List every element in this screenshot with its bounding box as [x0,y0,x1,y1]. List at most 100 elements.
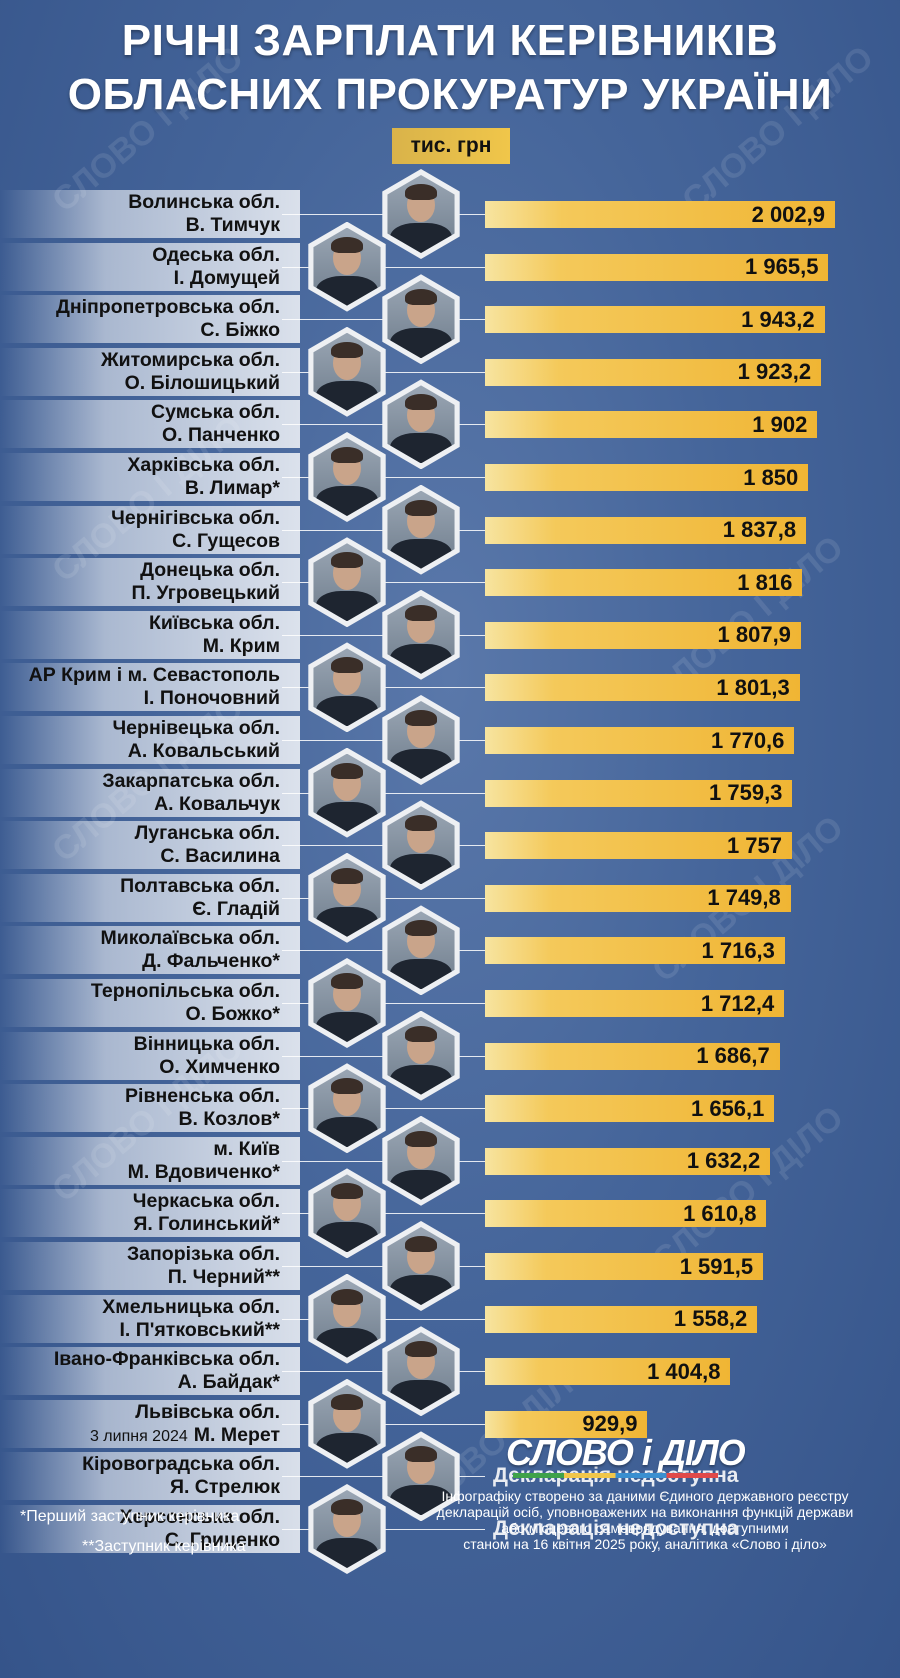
bar-value-label: 1 923,2 [737,359,812,385]
portrait-body [316,275,378,306]
portrait-body [390,538,452,569]
region-label: Вінницька обл. [133,1032,280,1055]
portrait-body [316,696,378,727]
label-background [0,242,300,291]
portrait-frame [313,543,381,622]
portrait-hair [331,447,363,463]
unit-badge: тис. грн [392,128,510,164]
label-background [0,1084,300,1133]
portrait-photo [382,1326,460,1417]
logo-stripe [513,1473,718,1478]
label-background [0,821,300,870]
region-label: Луганська обл. [134,822,280,845]
salary-bar: 1 923,2 [485,358,822,386]
bar-value-label: 1 404,8 [647,1358,721,1384]
region-label: Чернігівська обл. [111,506,280,529]
salary-bar: 1 770,6 [485,727,795,754]
portrait-body [390,959,452,990]
source-line: Інфографіку створено за даними Єдиного д… [441,1488,849,1504]
person-name: М. Вдовиченко* [127,1160,280,1183]
label-background [0,663,300,712]
region-label: Івано-Франківська обл. [53,1348,280,1371]
portrait-photo [308,221,386,312]
salary-bar: 1 591,5 [485,1253,764,1280]
portrait-photo [382,589,460,680]
person-name: І. Поночовний [143,687,280,710]
title-line-2: ОБЛАСНИХ ПРОКУРАТУР УКРАЇНИ [67,70,833,119]
region-label: Закарпатська обл. [102,769,280,792]
bar-value-label: 1 902 [752,411,808,437]
label-background [0,1399,300,1448]
salary-bar: 1 558,2 [485,1305,758,1333]
portrait-body [390,328,452,359]
salary-bar: 1 716,3 [485,937,785,965]
portrait-hair [331,657,363,674]
person-name: С. Василина [160,845,280,868]
portrait-frame [313,1279,381,1358]
region-label: Чернівецька обл. [112,717,280,739]
portrait-hair [405,1025,437,1042]
salary-bar: 1 749,8 [485,884,791,912]
salary-bar: 2 002,9 [485,201,835,228]
label-background [0,1189,300,1238]
salary-bar: 1 837,8 [485,516,807,544]
salary-bar: 1 965,5 [485,253,829,281]
source-line: або місцевого самоврядування, доступними [501,1520,789,1536]
portrait-frame [387,280,455,359]
portrait-body [316,1432,378,1463]
portrait-body [390,1275,452,1305]
bar-value-label: 1 757 [726,832,783,858]
salary-bar: 1 610,8 [485,1200,767,1228]
label-background [0,926,300,975]
portrait-hair [331,1288,363,1305]
portrait-frame [313,648,381,727]
source-note: Інфографіку створено за даними Єдиного д… [400,1488,890,1552]
bar-value-label: 929,9 [582,1411,638,1437]
portrait-hair [405,1341,437,1358]
portrait-frame [313,858,381,937]
bar-value-label: 1 965,5 [745,254,819,280]
label-background [0,716,300,764]
bar-value-label: 1 850 [743,464,799,490]
salary-bar: 929,9 [485,1410,648,1438]
source-line: станом на 16 квітня 2025 року, аналітика… [463,1536,827,1552]
portrait-hair [405,1446,437,1463]
portrait-hair [331,1078,363,1095]
label-background [0,347,300,396]
salary-bar: 1 902 [485,411,818,439]
bar-value-label: 1 837,8 [722,517,797,543]
portrait-body [316,486,378,516]
salary-bar: 1 801,3 [485,674,800,702]
bar-value-label: 1 632,2 [686,1148,761,1174]
salary-bar: 1 712,4 [485,990,785,1017]
person-name: Д. Фальченко* [142,950,280,973]
portrait-frame [387,806,455,885]
bar-value-label: 1 610,8 [683,1200,757,1226]
bar-value-label: 1 770,6 [711,727,785,753]
portrait-frame [313,1490,381,1568]
portrait-hair [405,1236,437,1252]
portrait-photo [382,274,460,365]
portrait-body [390,223,452,253]
person-name: О. Панченко [162,424,280,447]
person-name: С. Біжко [200,319,280,342]
person-name: А. Ковальчук [154,792,280,815]
region-label: Черкаська обл. [132,1190,280,1213]
portrait-hair [405,499,437,516]
person-name: О. Божко* [185,1003,280,1025]
portrait-hair [405,920,437,937]
portrait-hair [331,341,363,358]
portrait-frame [313,753,381,832]
label-background [0,400,300,449]
region-label: Харківська обл. [127,454,280,476]
person-name: П. Черний** [167,1266,280,1288]
portrait-body [390,433,452,464]
region-label: Одеська обл. [152,243,280,266]
portrait-body [390,1169,452,1200]
bar-value-label: 1 716,3 [701,937,775,963]
declaration-date-note: 3 липня 2024 [89,1427,188,1445]
label-background [0,190,300,238]
portrait-photo [308,432,386,522]
portrait-hair [405,289,437,306]
salary-bar: 1 759,3 [485,779,793,807]
